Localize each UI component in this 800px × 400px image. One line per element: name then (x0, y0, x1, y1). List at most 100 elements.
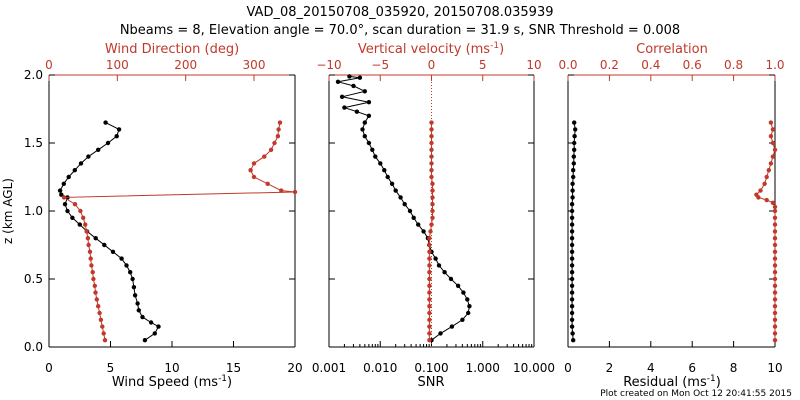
residual-point (571, 161, 576, 166)
wind-direction-point (292, 189, 298, 195)
wind-speed-point (119, 256, 124, 261)
wind-speed-point (105, 140, 111, 146)
wind-speed-point (102, 242, 107, 248)
panel-residual-toptick-label: 0.2 (600, 58, 619, 72)
wind-direction-point (276, 127, 281, 132)
snr-point (389, 181, 395, 186)
vertical-velocity-point (429, 222, 434, 227)
wind-speed-point (135, 301, 140, 306)
wind-speed-point (62, 202, 68, 207)
correlation-point (772, 236, 778, 241)
wind-xlabel: Wind Speed (ms-1) (112, 374, 232, 390)
correlation-point (772, 304, 778, 309)
residual-point (569, 242, 575, 248)
panel-residual-toptick-label: 0.6 (683, 58, 702, 72)
residual-point (569, 276, 575, 282)
vertical-velocity-point (427, 276, 432, 282)
wind-direction-point (101, 331, 106, 336)
wind-direction-point (92, 283, 98, 288)
vertical-velocity-point (427, 242, 432, 248)
wind-speed-point (96, 147, 101, 152)
snr-point (362, 120, 367, 125)
snr-point (385, 174, 390, 180)
wind-direction-point (96, 304, 101, 309)
panel-wind-toptick-label: 200 (174, 58, 197, 72)
wind-speed-point (57, 188, 63, 193)
wind-direction-point (94, 297, 100, 302)
panel-snr-toptick-label: −5 (371, 58, 389, 72)
residual-point (569, 310, 575, 316)
snr-point (461, 290, 466, 295)
wind-direction-point (86, 242, 91, 248)
residual-point (571, 174, 576, 180)
residual-point (569, 215, 575, 220)
ytick-label: 0.5 (24, 272, 43, 286)
snr-point (402, 202, 407, 207)
chart-title-line2: Nbeams = 8, Elevation angle = 70.0°, sca… (120, 23, 680, 38)
ytick-label: 1.5 (24, 136, 43, 150)
y-axis-label: z (km AGL) (1, 178, 15, 244)
snr-point (467, 304, 472, 309)
snr-point (436, 263, 442, 268)
residual-point (569, 324, 575, 329)
residual-point (572, 120, 577, 125)
residual-point (569, 290, 575, 295)
vertical-velocity-point (428, 229, 433, 234)
chart-title-line1: VAD_08_20150708_035920, 20150708.035939 (247, 5, 554, 20)
correlation-point (770, 154, 776, 159)
wind-speed-point (142, 338, 148, 343)
panel-wind-toptick-label: 300 (243, 58, 266, 72)
vertical-velocity-point (427, 263, 432, 268)
snr-point (335, 79, 341, 85)
wind-direction-point (84, 229, 89, 234)
correlation-point (772, 331, 778, 336)
vertical-velocity-point (427, 317, 432, 322)
vertical-velocity-point (429, 140, 434, 146)
vertical-velocity-point (430, 215, 435, 220)
wind-speed-point (140, 314, 145, 320)
panel-wind-toptick-label: 100 (106, 58, 129, 72)
correlation-point (772, 208, 778, 214)
panel-residual-xtick-label: 10 (767, 361, 782, 375)
snr-point (362, 134, 367, 139)
snr-point (411, 215, 416, 220)
wind-speed-point (61, 181, 66, 186)
vertical-velocity-point (427, 310, 432, 316)
snr-point (398, 195, 403, 200)
snr-point (342, 105, 347, 110)
vertical-velocity-point (427, 290, 432, 295)
panel-residual-toptick-label: 0.4 (641, 58, 660, 72)
snr-point (373, 154, 378, 159)
wind-speed-point (93, 236, 98, 241)
vertical-velocity-point (430, 195, 435, 200)
panel-residual-xtick-label: 8 (730, 361, 738, 375)
vertical-velocity-point (427, 283, 432, 288)
wind-speed-point (131, 285, 137, 290)
vertical-velocity-point (429, 134, 434, 139)
snr-point (438, 331, 443, 336)
vertical-velocity-point (429, 147, 434, 152)
correlation-point (770, 200, 776, 205)
plot-created-note: Plot created on Mon Oct 12 20:41:55 2015 (600, 389, 792, 399)
wind-speed-point (136, 308, 141, 313)
snr-point (393, 188, 398, 193)
residual-point (569, 263, 575, 268)
wind-speed-point (65, 208, 70, 214)
snr-xlabel: SNR (417, 375, 444, 390)
correlation-point (770, 140, 776, 146)
ytick-label: 0.0 (24, 340, 43, 354)
vertical-velocity-point (429, 174, 434, 180)
snr-point (407, 208, 413, 214)
panel-residual-xtick-label: 2 (606, 361, 614, 375)
snr-top-label: Vertical velocity (ms-1) (358, 41, 504, 57)
wind-direction-point (100, 324, 105, 329)
vertical-velocity-point (427, 324, 432, 329)
wind-speed-point (132, 293, 138, 298)
vertical-velocity-point (430, 188, 435, 193)
panel-wind-toptick-label: 0 (45, 58, 53, 72)
vertical-velocity-point (427, 297, 432, 302)
wind-speed-point (152, 331, 157, 336)
vertical-velocity-point (429, 154, 434, 159)
residual-point (572, 140, 577, 146)
